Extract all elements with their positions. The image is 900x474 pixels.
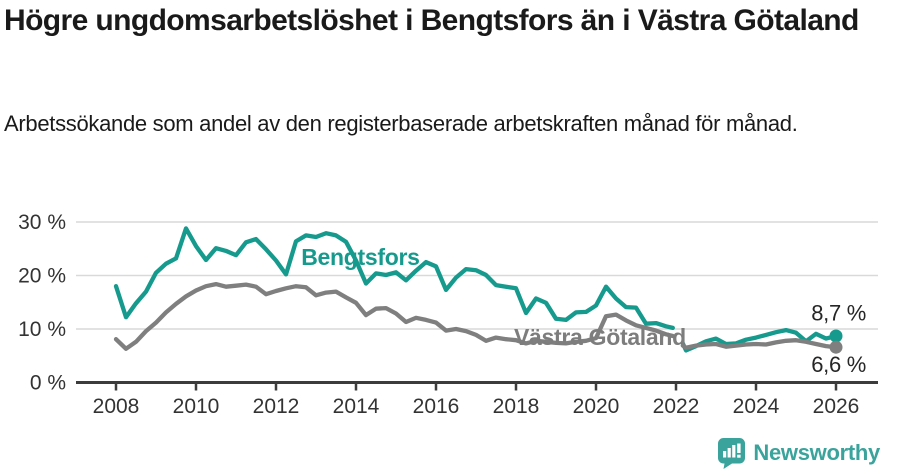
line-chart: 0 % 10 % 20 % 30 % 2008 2010 2012 2014 2016 2018 2… (18, 211, 878, 418)
y-tick-label: 20 % (18, 265, 66, 288)
annotation-8-7: 8,7 % (811, 300, 866, 325)
page-title: Högre ungdomsarbetslöshet i Bengtsfors ä… (4, 4, 859, 37)
series-line-bengtsfors (113, 226, 839, 353)
newsworthy-logo-icon (718, 437, 746, 469)
x-tick-label: 2026 (813, 395, 860, 418)
y-tick-label: 0 % (30, 372, 66, 395)
annotation-6-6: 6,6 % (811, 352, 866, 377)
series-line-v-stra-g-taland (113, 281, 839, 351)
annotation-v-stra-g-taland: Västra Götaland (514, 324, 686, 350)
y-tick-label: 30 % (18, 211, 66, 234)
x-tick-label: 2020 (573, 395, 620, 418)
x-tick-label: 2014 (333, 395, 380, 418)
chart-subtitle: Arbetssökande som andel av den registerb… (4, 111, 798, 136)
x-tick-label: 2016 (413, 395, 460, 418)
series-end-dot-bengtsfors (829, 329, 843, 343)
x-tick-label: 2010 (173, 395, 220, 418)
x-tick-label: 2024 (733, 395, 780, 418)
x-tick-label: 2018 (493, 395, 540, 418)
brand-footer: Newsworthy (718, 437, 880, 469)
annotation-bengtsfors: Bengtsfors (301, 244, 419, 270)
x-tick-label: 2022 (653, 395, 700, 418)
y-tick-label: 10 % (18, 318, 66, 341)
series-end-dot-v-stra-g-taland (829, 340, 843, 354)
x-tick-label: 2012 (253, 395, 300, 418)
x-tick-label: 2008 (93, 395, 140, 418)
brand-name: Newsworthy (753, 440, 880, 465)
